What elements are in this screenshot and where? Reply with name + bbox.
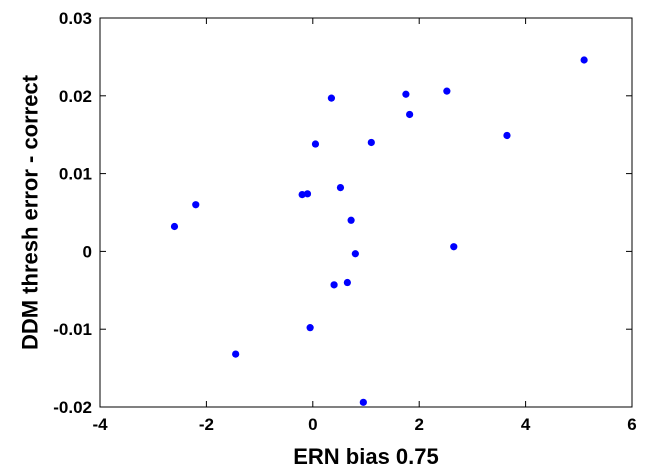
x-tick-label: 2 xyxy=(414,415,423,434)
x-tick-label: 6 xyxy=(627,415,636,434)
data-point xyxy=(327,94,336,102)
data-point xyxy=(298,191,306,199)
data-point xyxy=(306,324,314,332)
data-points xyxy=(170,56,588,406)
x-tick-label: 4 xyxy=(521,415,531,434)
y-axis-label: DDM thresh error - correct xyxy=(18,74,43,350)
data-point xyxy=(311,140,320,148)
data-point xyxy=(232,350,240,358)
axis-ticks xyxy=(99,17,633,408)
x-axis-label: ERN bias 0.75 xyxy=(293,444,439,469)
y-tick-label: 0.01 xyxy=(59,165,92,184)
plot-area-frame xyxy=(99,17,633,408)
y-tick-label: 0.02 xyxy=(59,87,92,106)
data-point xyxy=(330,281,338,289)
y-tick-label: 0 xyxy=(83,242,92,261)
x-tick-label: -2 xyxy=(199,415,214,434)
y-tick-label: -0.02 xyxy=(53,398,92,417)
data-point xyxy=(347,216,355,224)
data-point xyxy=(367,138,375,147)
y-tick-labels: -0.02 -0.01 0 0.01 0.02 0.03 xyxy=(53,9,92,417)
y-tick-label: 0.03 xyxy=(59,9,92,28)
data-point xyxy=(336,184,345,192)
data-point xyxy=(343,278,351,287)
x-tick-label: -4 xyxy=(92,415,108,434)
x-tick-label: 0 xyxy=(308,415,317,434)
data-point xyxy=(359,398,367,406)
data-point xyxy=(351,250,359,258)
data-point xyxy=(450,243,458,251)
data-point xyxy=(580,56,588,64)
data-point xyxy=(443,87,451,95)
data-point xyxy=(192,201,200,209)
data-point xyxy=(303,190,312,198)
data-point xyxy=(170,222,179,231)
data-point xyxy=(503,131,511,140)
y-tick-label: -0.01 xyxy=(53,320,92,339)
x-tick-labels: -4 -2 0 2 4 6 xyxy=(92,415,636,434)
data-point xyxy=(402,90,410,98)
data-point xyxy=(406,110,414,119)
